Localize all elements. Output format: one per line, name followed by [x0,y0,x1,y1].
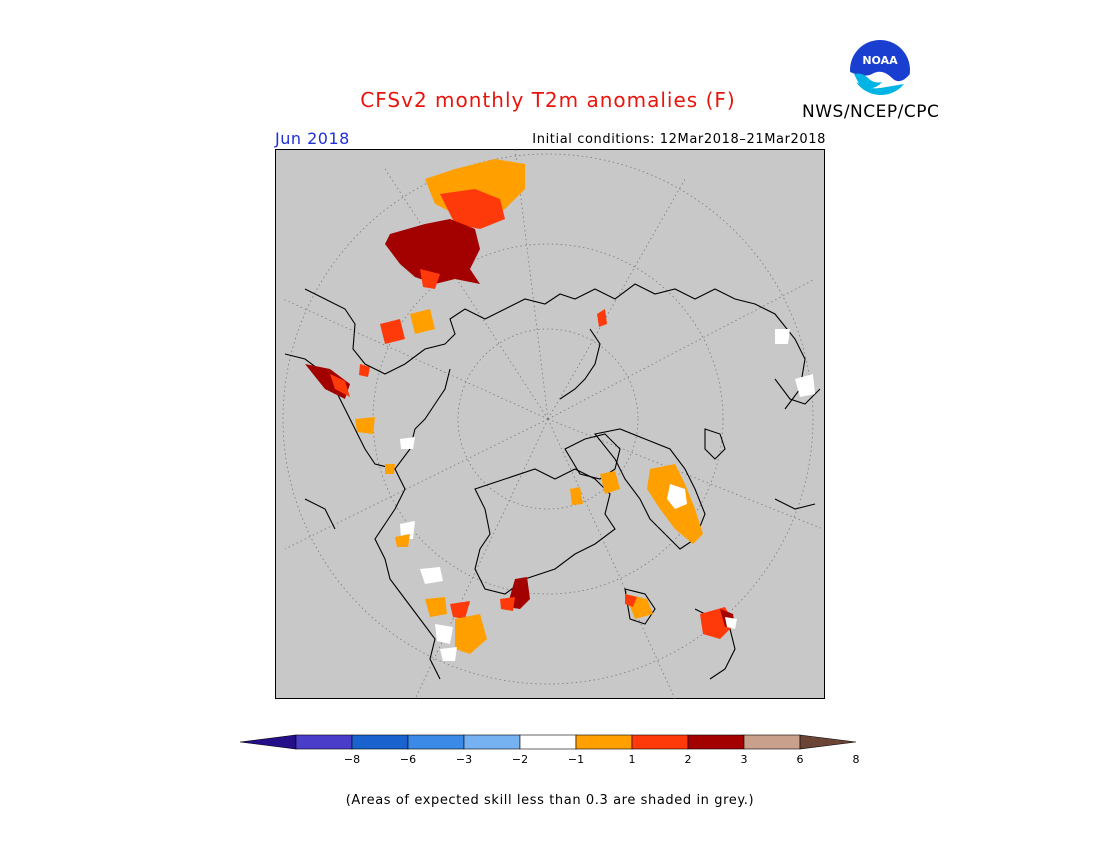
anomaly-red-asia-2 [420,269,440,289]
colorbar-tick-label: −6 [400,753,416,766]
noaa-logo: NOAA [849,39,911,102]
colorbar-legend: −8 −6 −3 −2 −1 1 2 3 6 8 [239,734,860,766]
anomaly-patch [410,309,435,334]
anomaly-patch [385,464,395,474]
anomaly-darkred-asia [385,219,480,284]
colorbar-tick-label: 3 [741,753,748,766]
anomaly-patches [305,159,815,661]
colorbar-swatch [575,734,633,750]
anomaly-patch [425,597,447,617]
colorbar-swatch [407,734,465,750]
agency-label: NWS/NCEP/CPC [802,102,940,122]
colorbar-tick-label: −2 [512,753,528,766]
colorbar-swatch [295,734,353,750]
colorbar-tick-label: −1 [568,753,584,766]
anomaly-red [500,597,515,611]
anomaly-patch [600,471,620,494]
anomaly-white [400,437,415,449]
colorbar-tick-label: −3 [456,753,472,766]
svg-text:NOAA: NOAA [862,54,898,67]
anomaly-white [435,624,453,644]
anomaly-patch [330,374,350,397]
anomaly-red-asia [440,189,505,229]
skill-footnote: (Areas of expected skill less than 0.3 a… [345,793,755,808]
anomaly-white [440,647,457,661]
colorbar-arrow-low [239,734,297,750]
anomaly-white [795,374,815,397]
colorbar-swatch [351,734,409,750]
colorbar-swatch [463,734,521,750]
colorbar-labels: −8 −6 −3 −2 −1 1 2 3 6 8 [344,753,860,766]
anomaly-patch [359,364,370,377]
colorbar-tick-label: 8 [853,753,860,766]
colorbar-arrow-high [799,734,857,750]
map-title: CFSv2 monthly T2m anomalies (F) [360,88,736,112]
colorbar-tick-label: 2 [685,753,692,766]
initial-conditions: Initial conditions: 12Mar2018–21Mar2018 [532,132,826,147]
colorbar-swatch [519,734,577,750]
anomaly-white [400,521,415,539]
colorbar-swatch [687,734,745,750]
anomaly-white [775,329,790,344]
anomaly-white [420,567,443,584]
anomaly-white-greenland [667,484,687,509]
colorbar-swatch [743,734,801,750]
colorbar-tick-label: −8 [344,753,360,766]
colorbar-tick-label: 1 [629,753,636,766]
forecast-month: Jun 2018 [275,129,350,148]
colorbar-swatches [239,734,857,750]
anomaly-patch [455,614,487,654]
anomaly-white [725,617,737,629]
colorbar-swatch [631,734,689,750]
polar-map [275,149,825,699]
anomaly-patch [395,534,410,547]
anomaly-patch [380,319,405,344]
colorbar-tick-label: 6 [797,753,804,766]
anomaly-patch [570,487,583,505]
anomaly-red [597,309,607,327]
anomaly-red [625,594,637,607]
anomaly-patch [450,601,470,619]
anomaly-patch [355,417,375,434]
